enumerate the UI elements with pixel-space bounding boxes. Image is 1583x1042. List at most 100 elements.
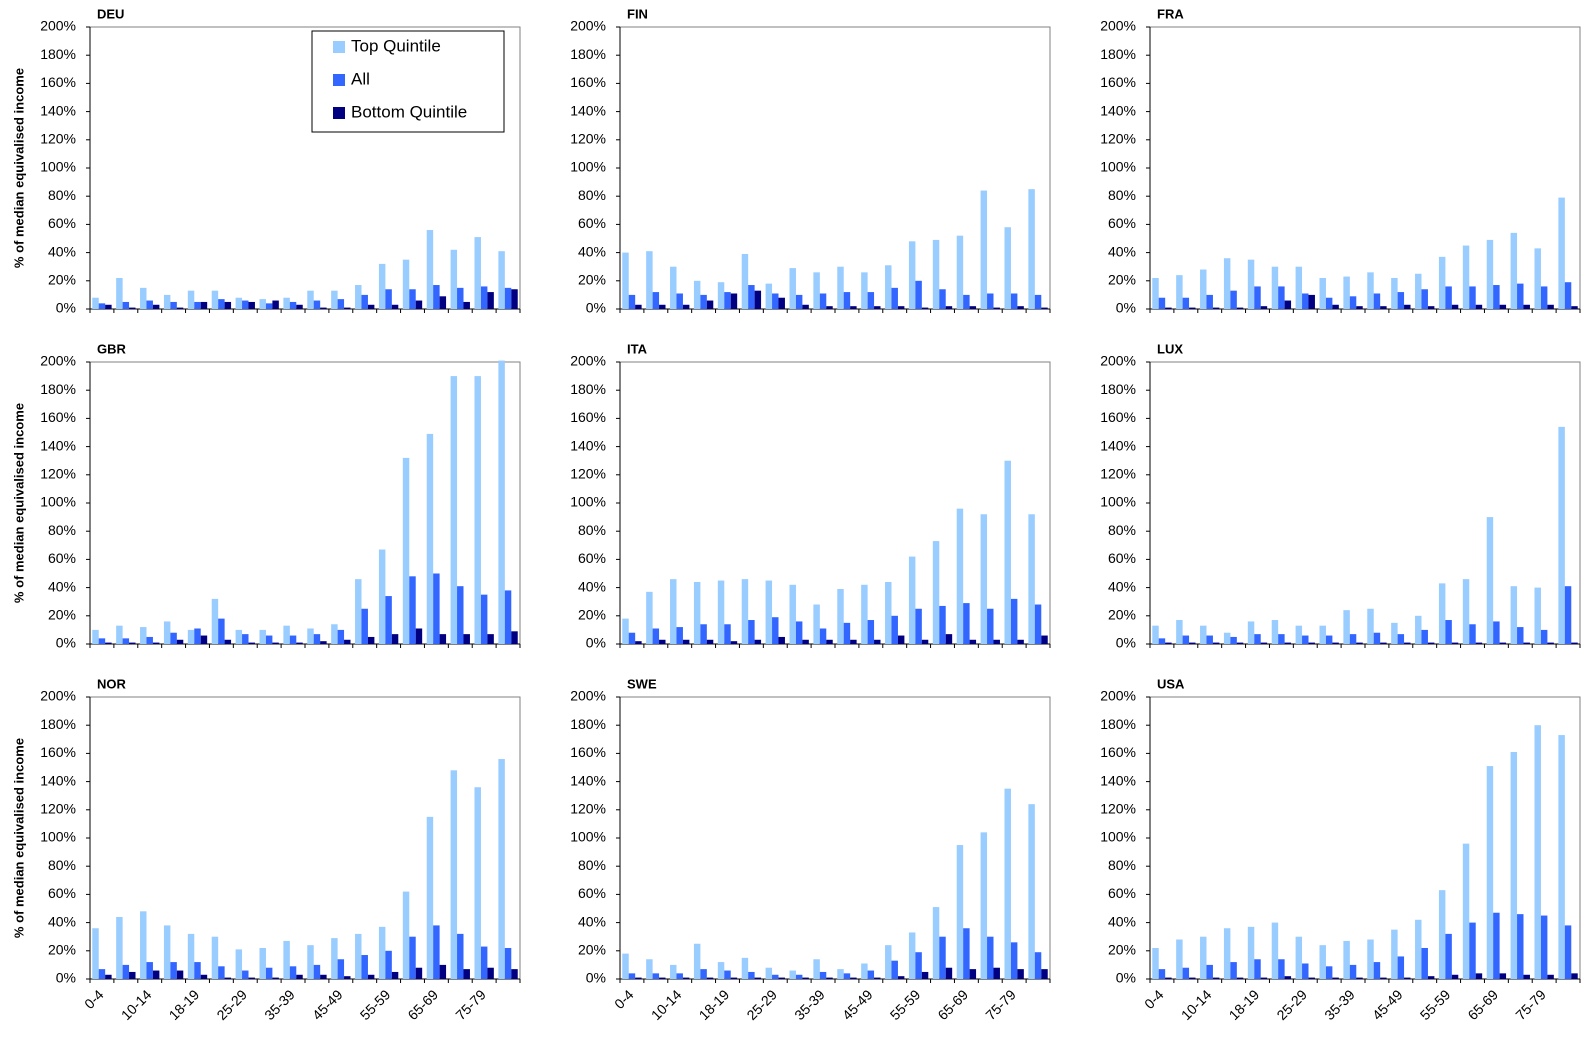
y-tick-label: 140% <box>40 437 76 453</box>
bar <box>200 635 208 644</box>
bar <box>1499 642 1507 644</box>
bar <box>320 974 327 979</box>
bar <box>116 916 123 979</box>
bar <box>1028 514 1035 644</box>
bar <box>1319 945 1326 979</box>
bar <box>176 970 184 979</box>
panel-title: SWE <box>627 676 657 691</box>
bar <box>129 307 136 309</box>
bar <box>313 300 321 309</box>
bar <box>837 266 844 309</box>
bar <box>1517 914 1524 979</box>
bar <box>487 634 494 644</box>
bar <box>843 292 851 309</box>
bar <box>915 952 922 979</box>
bar <box>1247 621 1255 644</box>
x-tick-label: 65-69 <box>934 986 971 1023</box>
x-tick-label: 75-79 <box>1512 986 1549 1023</box>
bar <box>682 304 690 309</box>
y-tick-label: 20% <box>578 272 606 288</box>
x-tick-label: 0-4 <box>1141 986 1167 1012</box>
bar <box>795 294 803 309</box>
bar <box>789 268 796 309</box>
bar <box>1010 293 1018 309</box>
bar <box>765 283 773 309</box>
bar <box>635 304 642 309</box>
bar <box>1373 962 1381 979</box>
bar <box>850 306 857 309</box>
bar <box>1254 634 1261 644</box>
bar <box>1284 300 1292 309</box>
bar <box>122 638 130 644</box>
bar <box>1445 620 1452 644</box>
bar <box>1176 939 1183 979</box>
bar <box>242 300 249 309</box>
bar <box>670 964 677 979</box>
bar <box>116 625 123 644</box>
bar <box>122 964 130 979</box>
bar <box>1510 586 1518 644</box>
bar <box>1041 635 1048 644</box>
bar <box>1517 283 1524 309</box>
bar <box>993 967 1000 979</box>
y-tick-label: 200% <box>570 18 606 34</box>
bar <box>1028 189 1035 309</box>
bar <box>259 299 266 309</box>
bar <box>1380 977 1387 979</box>
bar <box>670 579 677 644</box>
bar <box>1223 632 1231 644</box>
bar <box>463 634 470 644</box>
bar <box>409 289 416 309</box>
bar <box>861 272 868 309</box>
bar <box>200 974 208 979</box>
bar <box>265 635 273 644</box>
bar <box>235 949 243 979</box>
bar <box>1165 642 1172 644</box>
bar <box>646 591 653 644</box>
y-tick-label: 80% <box>578 522 606 538</box>
bar <box>1564 282 1572 309</box>
y-tick-label: 40% <box>1108 578 1136 594</box>
bar <box>1295 266 1303 309</box>
y-tick-label: 200% <box>40 18 76 34</box>
bar <box>140 287 147 309</box>
bar <box>283 625 290 644</box>
bar <box>1034 604 1042 644</box>
bar <box>331 938 338 979</box>
bar <box>1158 297 1166 309</box>
bar <box>1356 642 1363 644</box>
bar <box>748 971 755 979</box>
bar <box>706 300 714 309</box>
panel-title: FRA <box>1157 6 1184 21</box>
bar <box>1325 635 1333 644</box>
bar <box>1200 625 1207 644</box>
bar <box>1493 285 1500 309</box>
y-tick-label: 0% <box>56 635 76 651</box>
y-tick-label: 180% <box>1100 46 1136 62</box>
bar <box>1462 245 1470 309</box>
bar <box>480 946 488 979</box>
bar <box>1278 634 1285 644</box>
panel: GBR % of median equivalised income 0% 20% 40… <box>11 341 521 651</box>
bar <box>1547 974 1554 979</box>
bar <box>498 251 505 309</box>
bar <box>344 976 351 979</box>
panel-title: USA <box>1157 676 1185 691</box>
bar <box>415 967 423 979</box>
bar <box>385 596 392 644</box>
bar <box>1247 259 1255 309</box>
bar <box>1254 286 1261 309</box>
bar <box>1540 629 1548 644</box>
y-tick-label: 200% <box>1100 18 1136 34</box>
bar <box>1540 915 1548 979</box>
bar <box>622 252 629 309</box>
y-tick-label: 200% <box>40 688 76 704</box>
y-tick-label: 100% <box>1100 494 1136 510</box>
bar <box>1571 973 1578 979</box>
bar <box>504 287 512 309</box>
y-tick-label: 80% <box>48 857 76 873</box>
bar <box>837 969 844 979</box>
bar <box>337 299 345 309</box>
bar <box>1332 977 1339 979</box>
bar <box>932 541 940 644</box>
